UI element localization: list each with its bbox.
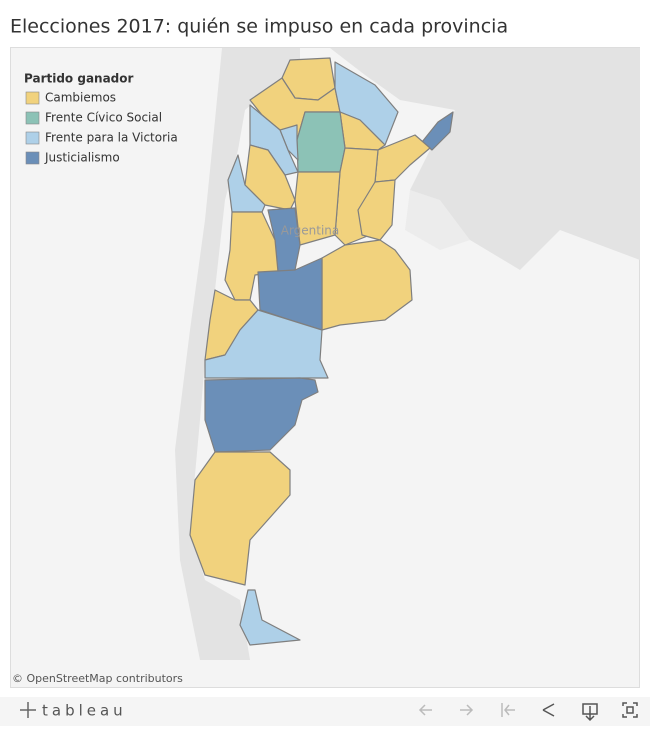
legend-swatch [25,111,40,125]
legend-swatch [25,151,40,165]
legend-label: Frente Cívico Social [45,111,162,125]
share-button[interactable] [542,703,555,717]
province[interactable] [224,211,279,301]
province[interactable] [296,111,346,173]
download-button[interactable] [582,703,598,722]
tableau-logo[interactable] [20,702,36,718]
legend-label: Cambiemos [45,91,116,105]
legend-swatch [25,131,40,145]
revert-button[interactable] [501,703,515,717]
redo-button[interactable] [460,704,474,716]
attribution: © OpenStreetMap contributors [12,672,183,685]
provinces [189,57,454,646]
province[interactable] [204,309,329,379]
tableau-wordmark: tableau [42,702,127,720]
province[interactable] [239,589,301,646]
province[interactable] [321,239,413,331]
toolbar [0,697,650,726]
legend-swatch [25,91,40,105]
map-label: Argentina [281,224,340,238]
neighbor-land [175,48,640,660]
province[interactable] [189,451,291,586]
legend: Partido ganador Cambiemos Frente Cívico S… [24,72,178,165]
undo-button[interactable] [418,704,432,716]
fullscreen-button[interactable] [622,702,638,718]
legend-label: Justicialismo [44,151,120,165]
toolbar-actions [542,702,638,722]
legend-title: Partido ganador [24,72,134,86]
province[interactable] [421,111,454,151]
province[interactable] [204,377,319,453]
toolbar-icons [418,703,515,717]
legend-label: Frente para la Victoria [45,131,178,145]
province[interactable] [294,171,341,246]
title: Elecciones 2017: quién se impuso en cada… [10,16,508,38]
